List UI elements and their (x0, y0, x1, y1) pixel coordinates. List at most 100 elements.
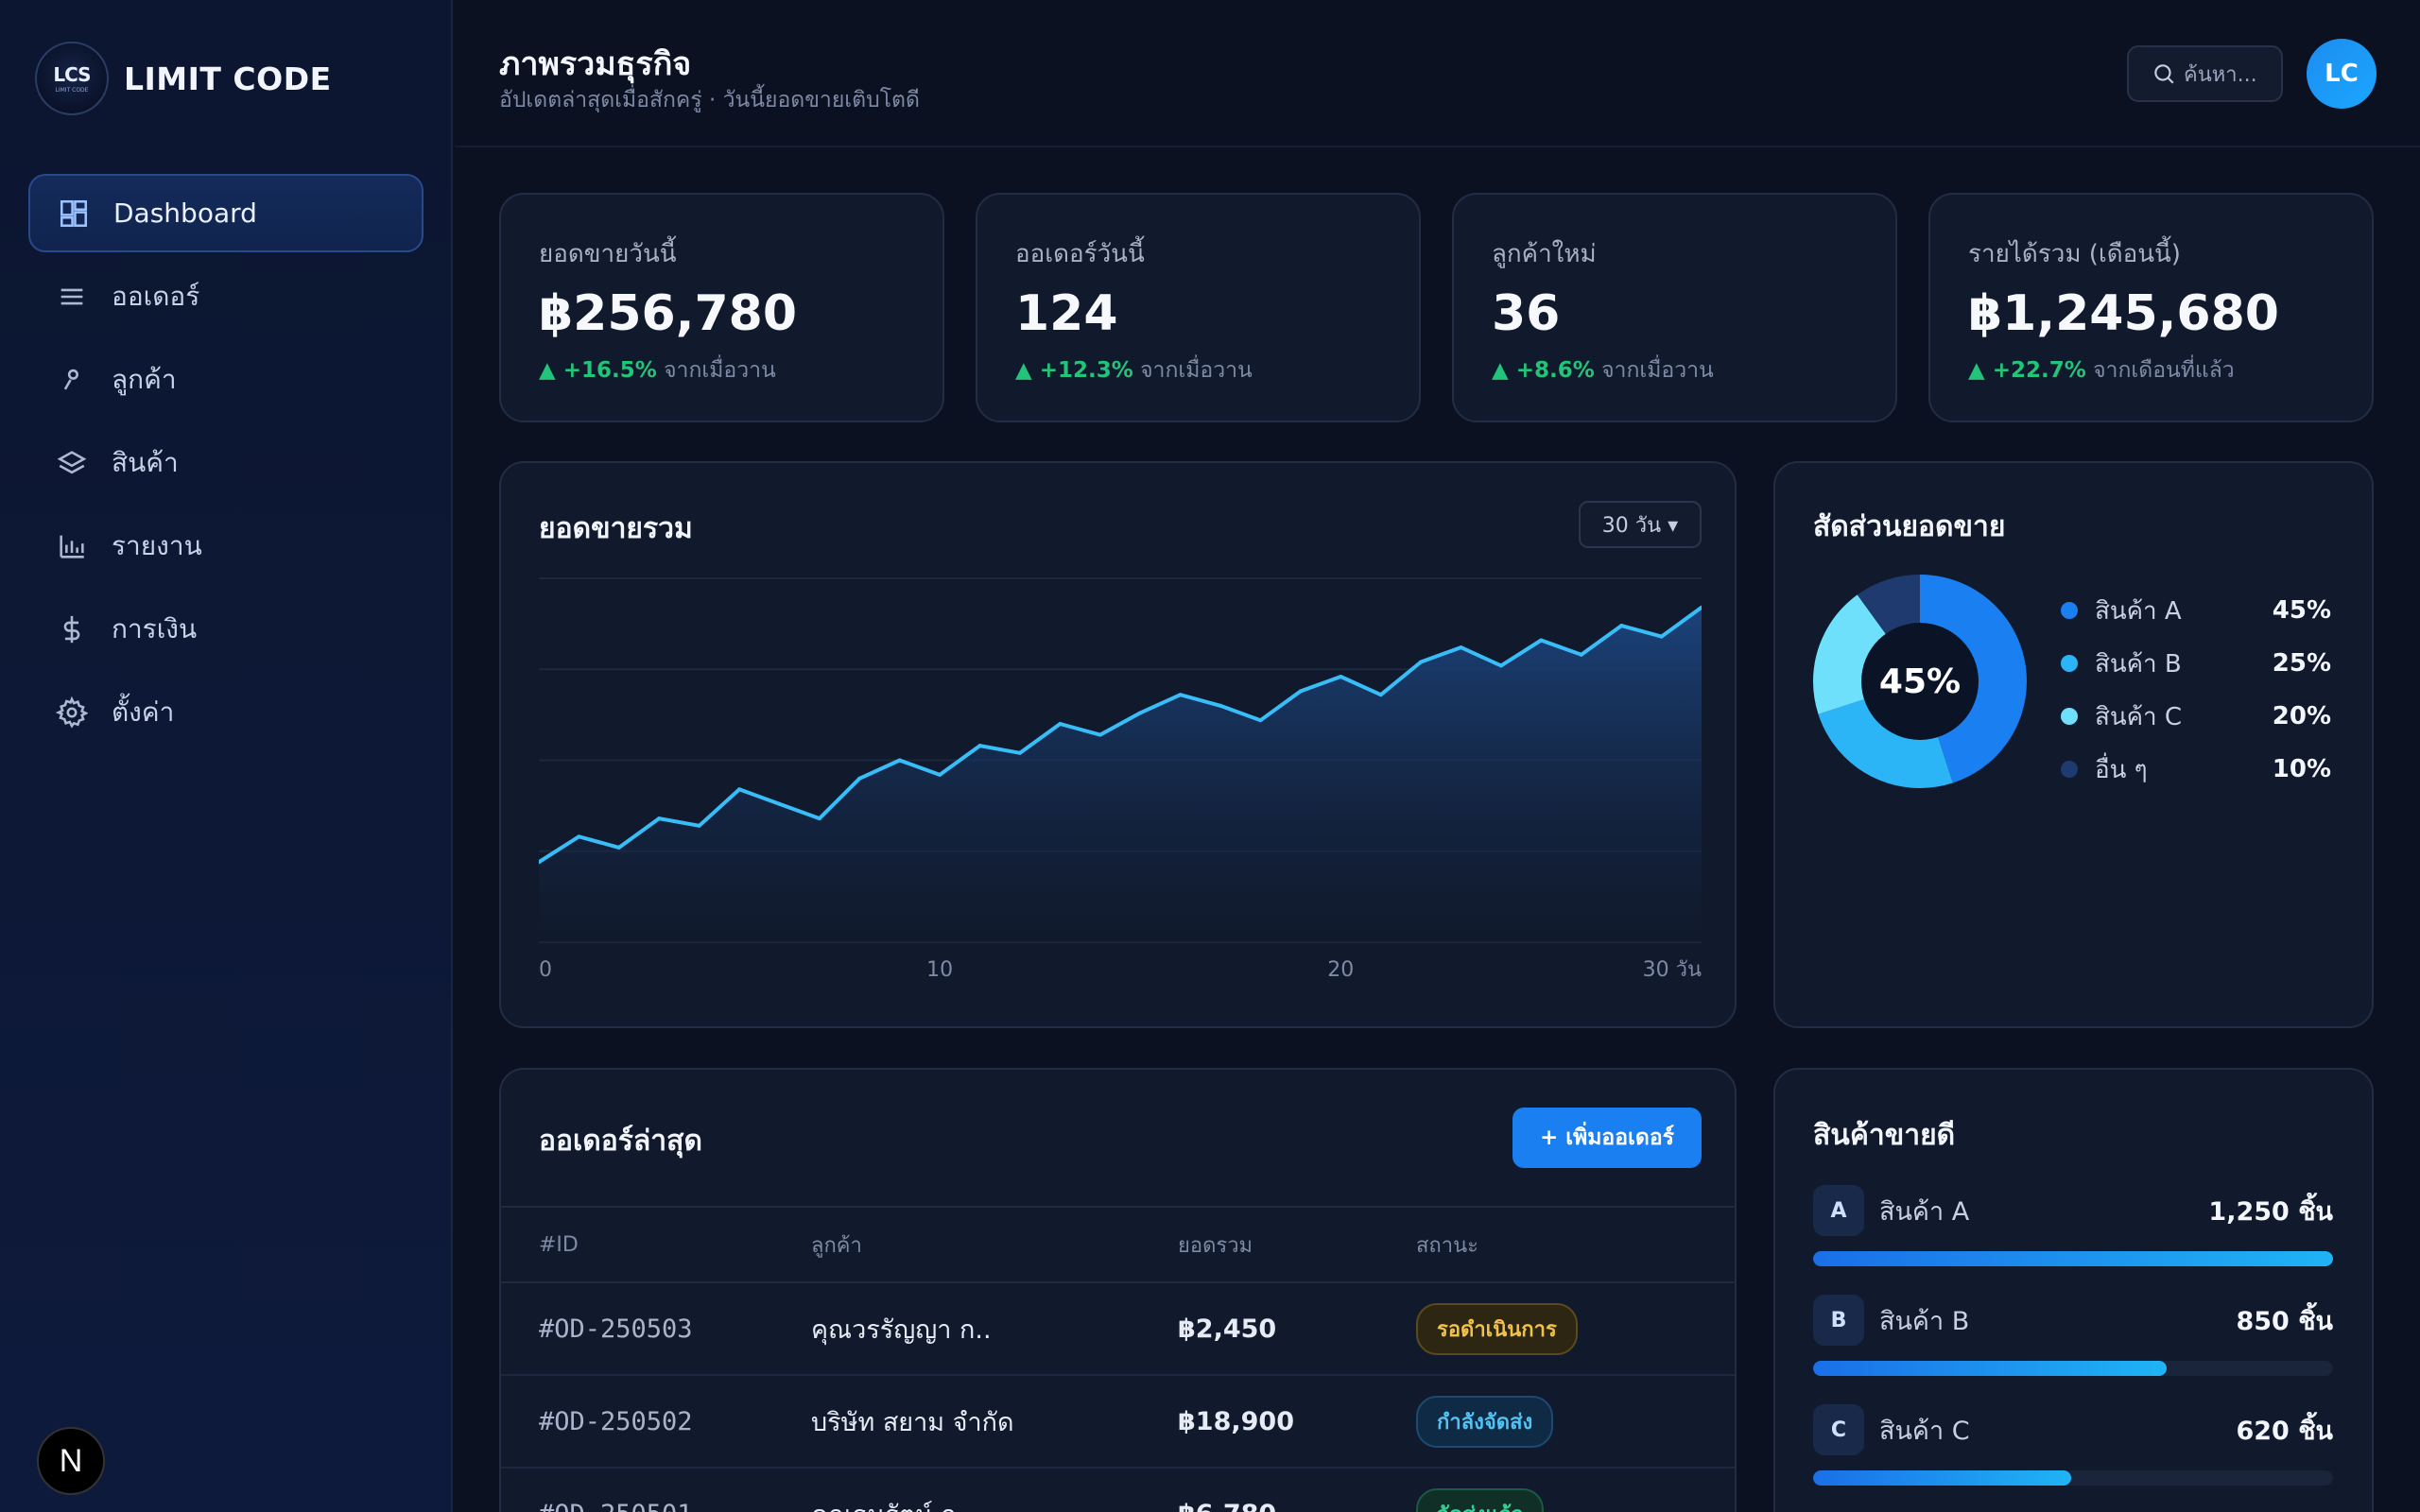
x-tick-label: 10 (926, 958, 953, 982)
best-sellers-title: สินค้าขายดี (1813, 1119, 1956, 1152)
x-tick-label: 0 (539, 958, 552, 982)
sidebar-item-orders[interactable]: ออเดอร์ (28, 257, 424, 335)
data-point (1459, 645, 1463, 650)
x-tick-label: 30 วัน (1643, 958, 1702, 982)
stat-delta: ▲ +16.5% จากเมื่อวาน (539, 353, 776, 387)
progress-fill (1813, 1251, 2333, 1266)
sidebar-nav: Dashboard ออเดอร์ ลูกค้า สินค้า รายงาน (28, 174, 424, 756)
data-point (1419, 660, 1424, 664)
column-header-customer[interactable]: ลูกค้า (811, 1233, 862, 1258)
stat-label: รายได้รวม (เดือนนี้) (1968, 240, 2181, 268)
donut-slice (1813, 575, 2027, 788)
delta-up: ▲ +22.7% (1968, 358, 2086, 383)
data-point (697, 823, 701, 828)
best-seller-item[interactable]: C สินค้า C 620 ชิ้น (1813, 1402, 2333, 1486)
legend-label: อื่น ๆ (2095, 755, 2148, 784)
legend-label: สินค้า A (2095, 596, 2182, 626)
data-point (897, 758, 902, 763)
data-point (817, 816, 821, 821)
delta-note: จากเดือนที่แล้ว (2085, 358, 2235, 383)
sidebar-item-finance[interactable]: การเงิน (28, 590, 424, 668)
donut-slice (1813, 575, 2027, 788)
legend-pct: 25% (2272, 649, 2331, 678)
stat-card-new-customers: ลูกค้าใหม่ 36 ▲ +8.6% จากเมื่อวาน (1452, 193, 1897, 422)
x-tick-label: 20 (1327, 958, 1354, 982)
product-qty: 850 ชิ้น (2236, 1306, 2333, 1336)
best-seller-item[interactable]: A สินค้า A 1,250 ชิ้น (1813, 1183, 2333, 1266)
legend-swatch (2061, 655, 2078, 672)
legend-item: สินค้า A 45% (2061, 584, 2331, 637)
column-header-status[interactable]: สถานะ (1416, 1233, 1478, 1258)
page-title: ภาพรวมธุรกิจ (499, 45, 692, 83)
stat-card-orders-today: ออเดอร์วันนี้ 124 ▲ +12.3% จากเมื่อวาน (976, 193, 1421, 422)
legend-pct: 10% (2272, 755, 2331, 783)
sidebar-item-label: ลูกค้า (112, 363, 177, 395)
progress-track (1813, 1470, 2333, 1486)
legend-pct: 45% (2272, 596, 2331, 625)
sales-chart-title: ยอดขายรวม (539, 512, 693, 545)
search-input[interactable]: ค้นหา... (2127, 45, 2283, 102)
order-customer: คุณธนรัตน์ ก (811, 1494, 1178, 1512)
sidebar-item-label: Dashboard (113, 198, 257, 229)
menu-list-icon (53, 278, 91, 316)
best-seller-item[interactable]: B สินค้า B 850 ชิ้น (1813, 1293, 2333, 1376)
sales-share-card: สัดส่วนยอดขาย 45% สินค้า A 45% สินค้า B 25… (1773, 461, 2374, 1028)
sidebar-item-dashboard[interactable]: Dashboard (28, 174, 424, 252)
sidebar-item-customers[interactable]: ลูกค้า (28, 340, 424, 419)
stat-label: ยอดขายวันนี้ (539, 240, 677, 268)
legend-item: อื่น ๆ 10% (2061, 743, 2331, 796)
sidebar-item-label: ออเดอร์ (112, 280, 200, 312)
user-icon (53, 361, 91, 399)
order-id: #OD-250502 (539, 1406, 693, 1436)
donut-center-label: 45% (1878, 662, 1962, 701)
baht-icon (53, 610, 91, 648)
data-point (1017, 750, 1022, 755)
data-point (657, 816, 662, 821)
range-select[interactable]: 30 วัน ▾ (1579, 501, 1702, 548)
sidebar-item-reports[interactable]: รายงาน (28, 507, 424, 585)
data-point (857, 776, 862, 781)
data-point (1579, 652, 1583, 657)
legend-item: สินค้า C 20% (2061, 690, 2331, 743)
dashboard-icon (55, 195, 93, 232)
column-header-id[interactable]: #ID (539, 1232, 579, 1257)
status-badge: จัดส่งแล้ว (1416, 1487, 1545, 1512)
legend-swatch (2061, 708, 2078, 725)
avatar[interactable]: LC (2307, 39, 2377, 109)
sidebar-item-label: รายงาน (112, 529, 202, 561)
sidebar: LCS LIMIT CODE LIMIT CODE Dashboard ออเด… (0, 0, 453, 1512)
status-badge: กำลังจัดส่ง (1416, 1395, 1554, 1448)
data-point (1058, 722, 1063, 726)
delta-note: จากเมื่อวาน (1132, 358, 1253, 383)
sidebar-item-settings[interactable]: ตั้งค่า (28, 673, 424, 751)
data-point (1258, 718, 1263, 723)
data-point (1138, 711, 1143, 715)
sales-share-title: สัดส่วนยอดขาย (1813, 510, 2006, 543)
search-placeholder: ค้นหา... (2184, 62, 2257, 87)
add-order-button[interactable]: + เพิ่มออเดอร์ (1512, 1108, 1702, 1168)
table-row[interactable]: #OD-250501 คุณธนรัตน์ ก ฿6,780 จัดส่งแล้… (501, 1469, 1735, 1512)
product-name: สินค้า B (1879, 1306, 1970, 1336)
data-point (938, 772, 942, 777)
logo-text: LCS (53, 63, 91, 86)
order-customer: บริษัท สยาม จำกัด (811, 1407, 1014, 1437)
layers-icon (53, 444, 91, 482)
brand-name: LIMIT CODE (124, 60, 332, 97)
stat-delta: ▲ +12.3% จากเมื่อวาน (1015, 353, 1253, 387)
next-dev-badge[interactable]: N (37, 1427, 105, 1495)
series-line (539, 606, 1702, 864)
order-total: ฿6,780 (1178, 1500, 1416, 1512)
product-qty: 620 ชิ้น (2236, 1416, 2333, 1446)
table-row[interactable]: #OD-250503 คุณวรรัญญา ก.. ฿2,450 รอดำเนิ… (501, 1283, 1735, 1376)
column-header-total[interactable]: ยอดรวม (1178, 1233, 1253, 1258)
sidebar-item-label: การเงิน (112, 612, 198, 644)
sidebar-item-products[interactable]: สินค้า (28, 423, 424, 502)
delta-note: จากเมื่อวาน (656, 358, 776, 383)
sidebar-item-label: สินค้า (112, 446, 179, 478)
brand[interactable]: LCS LIMIT CODE LIMIT CODE (35, 42, 332, 115)
table-row[interactable]: #OD-250502 บริษัท สยาม จำกัด ฿18,900 กำล… (501, 1376, 1735, 1469)
product-qty: 1,250 ชิ้น (2208, 1196, 2333, 1227)
data-point (1619, 624, 1624, 628)
order-total: ฿18,900 (1178, 1406, 1294, 1436)
recent-orders-title: ออเดอร์ล่าสุด (539, 1125, 702, 1158)
